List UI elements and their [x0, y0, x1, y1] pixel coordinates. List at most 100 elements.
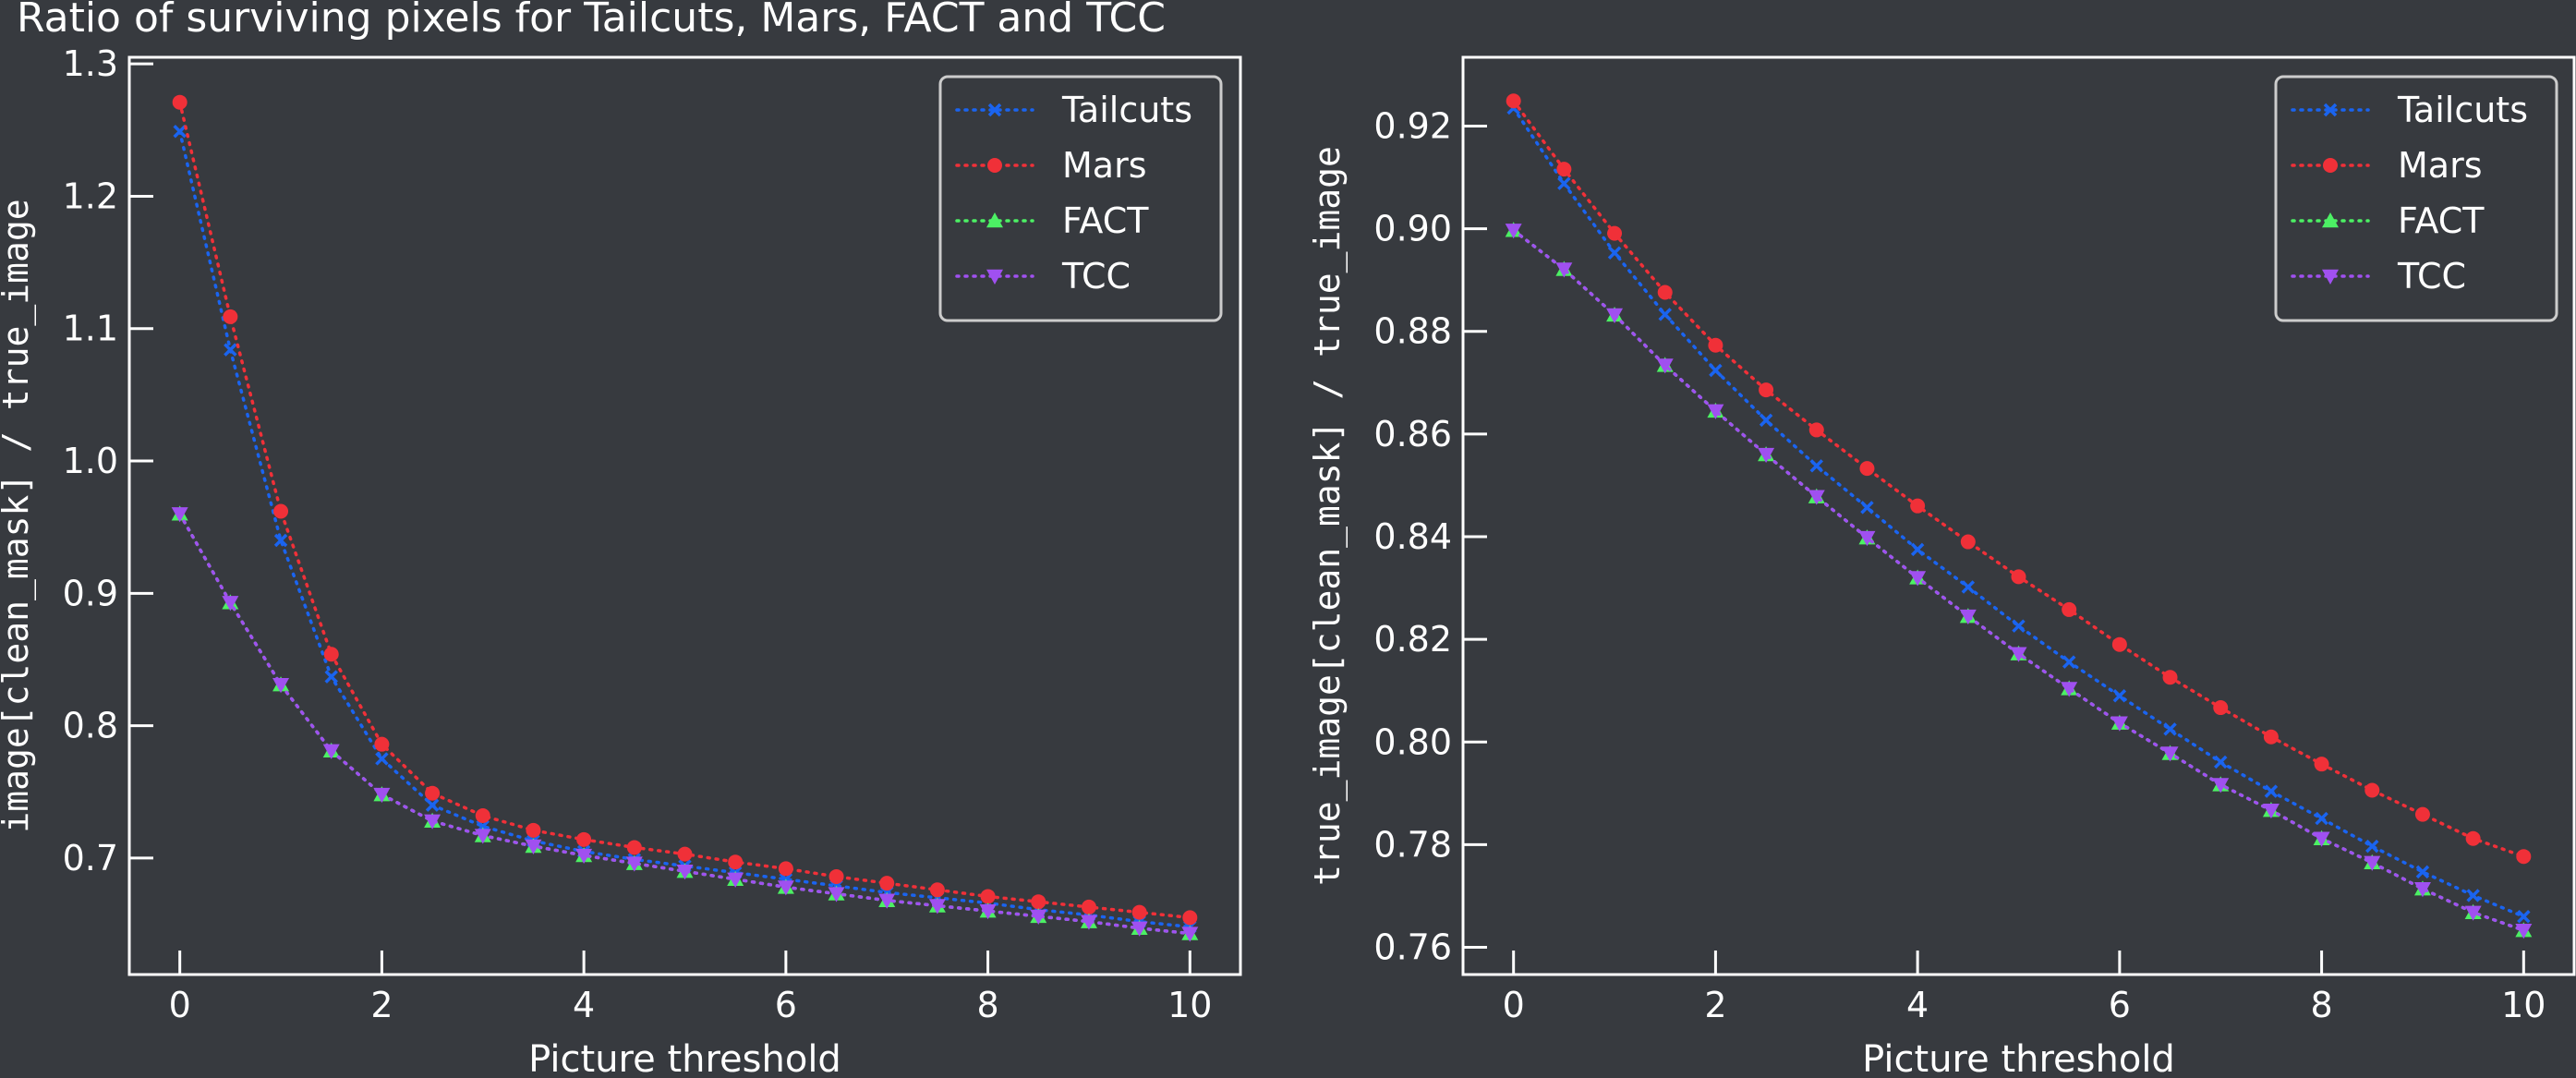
data-point [223, 309, 238, 324]
data-point [728, 854, 744, 870]
data-point [1182, 910, 1198, 926]
data-point [1909, 571, 1927, 587]
data-point [2466, 889, 2480, 902]
data-point [1657, 285, 1673, 300]
legend: Tailcuts Mars FACT TCC [938, 75, 1223, 322]
data-point [2465, 830, 2481, 846]
data-point [2212, 778, 2230, 793]
figure-title: Ratio of surviving pixels for Tailcuts, … [17, 0, 1166, 42]
series-tailcuts [1506, 101, 2531, 924]
data-point [928, 899, 946, 914]
series-line [1511, 106, 2526, 918]
data-point [2062, 655, 2076, 669]
legend-label: FACT [1062, 200, 1149, 241]
data-point [2213, 755, 2228, 769]
data-point [172, 94, 187, 110]
legend-item: Mars [2291, 145, 2483, 186]
data-point [2263, 729, 2279, 745]
data-point [1859, 461, 1875, 477]
data-point [2112, 689, 2127, 703]
data-point [778, 861, 793, 877]
legend-marker [2322, 269, 2339, 285]
data-point [1707, 404, 1724, 419]
x-tick-label: 6 [775, 985, 797, 1025]
legend-label: Tailcuts [1061, 90, 1192, 130]
data-point [273, 533, 288, 548]
data-point [879, 876, 895, 891]
data-point [1131, 904, 1147, 920]
x-tick-label: 0 [169, 985, 191, 1025]
data-point [575, 848, 593, 865]
legend: Tailcuts Mars FACT TCC [2274, 75, 2558, 322]
data-point [625, 856, 643, 872]
data-point [2516, 849, 2532, 865]
data-point [677, 846, 693, 862]
data-point [2414, 806, 2430, 822]
data-point [173, 125, 187, 139]
data-point [224, 343, 237, 357]
data-point [2011, 569, 2026, 585]
y-tick-label: 0.90 [1373, 209, 1452, 249]
legend-label: Mars [1062, 145, 1147, 186]
data-point [2110, 716, 2128, 732]
data-point [1131, 921, 1148, 937]
data-point [273, 503, 289, 519]
data-point [2162, 670, 2178, 685]
series-mars [1506, 93, 2532, 865]
data-point [1959, 609, 1977, 625]
data-point [828, 868, 844, 884]
legend-item: FACT [2291, 200, 2485, 241]
data-point [324, 670, 338, 684]
data-point [2364, 855, 2381, 871]
data-point [1758, 447, 1775, 464]
data-point [424, 814, 441, 830]
data-point [1505, 224, 1522, 239]
data-point [474, 829, 491, 844]
data-point [2464, 905, 2482, 921]
data-point [2413, 882, 2431, 898]
x-tick-label: 10 [2501, 985, 2546, 1025]
data-point [1606, 308, 1624, 323]
y-tick-label: 0.82 [1373, 619, 1452, 660]
y-tick-label: 0.92 [1373, 105, 1452, 146]
data-point [373, 787, 391, 804]
legend-label: FACT [2398, 200, 2485, 241]
right-plot: 0 2 4 6 8 10 0.76 0.78 0.80 0.82 0.84 0.86 0.88 0.90 0… [1307, 55, 2576, 1078]
y-axis-label: true_image[clean_mask] / true_image [1307, 146, 1348, 886]
data-point [979, 904, 997, 920]
data-point [2313, 831, 2330, 847]
series-tcc [1505, 224, 2533, 939]
x-tick-label: 6 [2109, 985, 2131, 1025]
x-tick-label: 0 [1503, 985, 1525, 1025]
data-point [1556, 162, 1572, 177]
data-point [1557, 176, 1571, 190]
x-tick-label: 2 [1704, 985, 1726, 1025]
data-point [1555, 262, 1573, 278]
data-point [2365, 839, 2379, 854]
data-point [425, 785, 441, 801]
legend-frame [2274, 75, 2558, 322]
plot-frame [127, 55, 1242, 976]
y-tick-label: 1.1 [63, 309, 118, 349]
legend-marker [2322, 212, 2339, 228]
data-point [1910, 542, 1925, 557]
data-point [1809, 459, 1824, 473]
data-point [2364, 782, 2380, 798]
data-point [1031, 894, 1046, 910]
y-tick-label: 0.78 [1373, 824, 1452, 865]
y-tick-label: 0.86 [1373, 414, 1452, 454]
data-point [727, 872, 744, 888]
legend-marker [987, 158, 1002, 173]
left-plot: 0 2 4 6 8 10 0.7 0.8 0.9 1.0 1.1 1.2 1.3 Picture thre… [0, 43, 1242, 1078]
y-axis-label: image[clean_mask] / true_image [0, 199, 37, 832]
legend-marker [2323, 158, 2338, 173]
data-point [980, 889, 996, 904]
data-point [525, 839, 542, 855]
data-point [2262, 803, 2280, 819]
legend-frame [938, 75, 1223, 322]
data-point [929, 882, 945, 898]
data-point [576, 831, 592, 847]
x-tick-label: 4 [1906, 985, 1929, 1025]
data-point [626, 840, 642, 855]
